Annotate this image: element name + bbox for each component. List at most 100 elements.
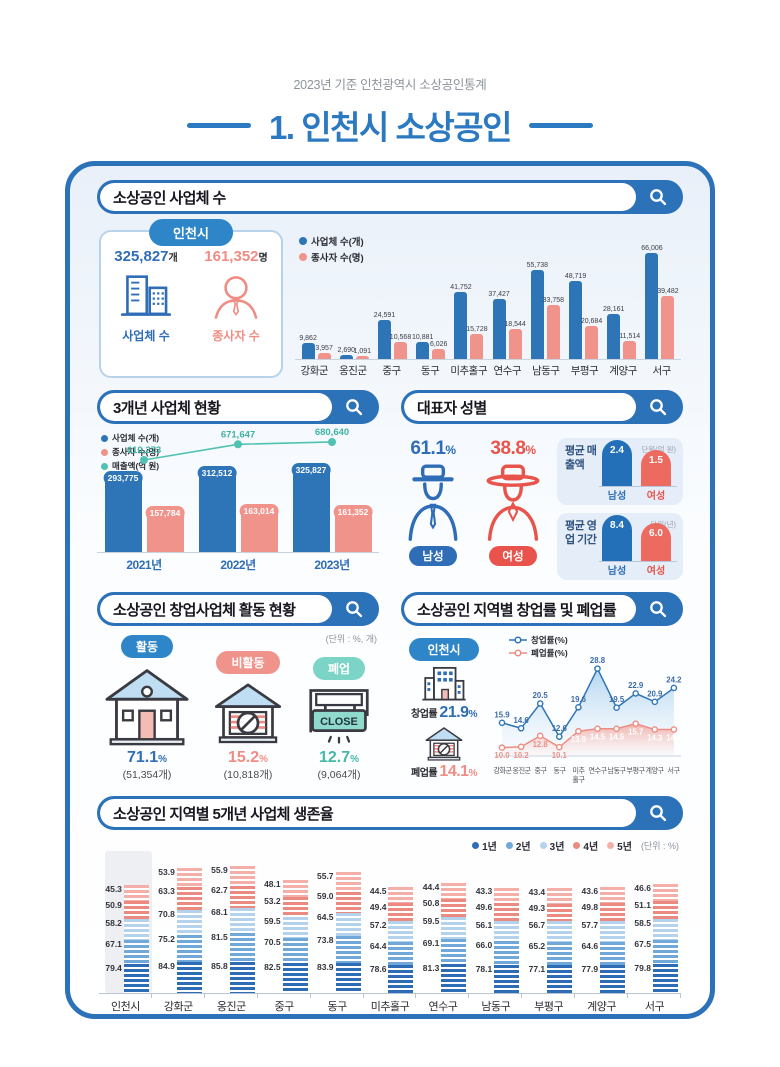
incheon-summary-card: 인천시 325,827개 — [99, 219, 283, 378]
legend-label: 매출액(억 원) — [112, 461, 160, 471]
survival-segment — [229, 885, 255, 909]
legend-label: 사업체 수(개) — [311, 237, 364, 248]
section-title: 소상공인 지역별 5개년 사업체 생존율 — [100, 799, 636, 827]
search-icon[interactable] — [636, 183, 680, 211]
section-title: 소상공인 창업사업체 활동 현황 — [100, 595, 332, 623]
legend-label: 종사자 수(명) — [112, 447, 160, 457]
bar-value-label: 9,862 — [299, 335, 317, 343]
bar-group: 24,591 10,568 — [373, 312, 411, 359]
magnifier-glyph — [650, 805, 667, 822]
point-label: 14.5 — [590, 733, 606, 742]
point-label: 12.8 — [533, 740, 549, 749]
bar-wrap: 15,728 — [466, 326, 488, 359]
bar — [530, 269, 544, 359]
male-figure: 61.1% 남성 — [402, 438, 464, 580]
survival-value-label: 55.7 — [316, 870, 334, 881]
x-axis-label: 계양구 — [609, 365, 637, 377]
bar-group: 66,006 39,482 — [641, 245, 679, 359]
survival-value-label: 49.4 — [369, 902, 387, 913]
survival-segment — [229, 962, 255, 993]
bar-group: 312,512 163,014 — [191, 466, 285, 552]
percent-sign: % — [350, 754, 360, 765]
survival-segment — [441, 938, 467, 964]
survival-segment — [600, 903, 626, 921]
search-icon[interactable] — [636, 799, 680, 827]
summary-columns: 325,827개 사업체 수 — [101, 232, 281, 376]
survival-segment — [335, 891, 361, 914]
bar-wrap: 11,514 — [619, 333, 640, 359]
survival-segment — [547, 941, 573, 966]
survival-segment — [282, 880, 308, 898]
bar-wrap: 20,684 — [581, 318, 602, 359]
survival-value-label: 43.4 — [528, 887, 546, 897]
incheon-badge: 인천시 — [149, 219, 233, 246]
bar-group: 325,827 161,352 — [285, 462, 379, 552]
point-label: 19.5 — [609, 695, 625, 704]
survival-value-label: 78.1 — [475, 963, 493, 974]
section-title: 소상공인 사업체 수 — [100, 183, 636, 211]
legend-dot-teal — [101, 462, 108, 470]
bar-wrap: 157,784 — [145, 505, 185, 552]
survival-value-label: 53.2 — [264, 896, 281, 907]
bar — [355, 356, 369, 359]
percent-sign: % — [259, 754, 269, 765]
open-close-body: 인천시 창업률 21.9% — [401, 635, 683, 784]
section-gender: 대표자 성별 61.1% — [401, 390, 683, 580]
bar-group: 37,427 18,544 — [488, 291, 526, 359]
page-subtitle: 2023년 기준 인천광역시 소상공인통계 — [293, 78, 487, 92]
data-point — [613, 704, 620, 711]
inactive-count: (10,818개) — [223, 769, 273, 781]
search-icon[interactable] — [636, 393, 680, 421]
bar-value-chip: 312,512 — [197, 466, 237, 481]
survival-value-label: 43.6 — [581, 886, 599, 897]
survival-segment — [441, 899, 467, 918]
bar-wrap: 163,014 — [239, 504, 279, 552]
bar — [661, 295, 675, 359]
legend-item: 5년 — [607, 838, 632, 853]
bar-value-label: 48,719 — [564, 272, 587, 280]
search-icon[interactable] — [332, 595, 376, 623]
section-activity: 소상공인 창업사업체 활동 현황 (단위 : %, 개) 활동 — [97, 592, 379, 784]
survival-segment — [441, 917, 467, 939]
legend-item: 종사자 수(명) — [101, 446, 159, 458]
survival-column: 79.4 67.1 58.2 50.9 45.3 — [99, 851, 152, 993]
female-bar: 6.0 — [641, 523, 671, 561]
survival-column: 78.6 64.4 57.2 49.4 44.5 — [364, 857, 417, 993]
survival-segment — [229, 908, 255, 933]
search-icon[interactable] — [332, 393, 376, 421]
survival-value-label: 48.1 — [264, 879, 281, 890]
section-header-business-count: 소상공인 사업체 수 — [97, 180, 683, 214]
legend-dot — [539, 842, 547, 849]
bar-value-label: 55,738 — [526, 261, 549, 269]
active-badge: 활동 — [120, 635, 174, 658]
male-badge: 남성 — [409, 546, 457, 566]
legend-dot-blue — [299, 237, 307, 245]
bar-value-label: 37,427 — [488, 290, 510, 298]
section-business-count: 소상공인 사업체 수 인천시 325,827개 — [97, 180, 683, 378]
bar — [569, 280, 583, 359]
x-axis-label: 부평구 — [522, 994, 576, 1014]
legend-label: 3년 — [549, 842, 565, 853]
bar — [492, 298, 506, 359]
survival-value-label: 79.4 — [105, 963, 122, 974]
data-point — [536, 700, 544, 707]
section-header-open-close: 소상공인 지역별 창업률 및 폐업률 — [401, 592, 683, 626]
survival-value-label: 81.3 — [422, 962, 440, 973]
x-axis-label: 계양구 — [575, 994, 628, 1014]
survival-value-label: 68.1 — [211, 907, 228, 918]
x-axis-label: 동구 — [420, 365, 440, 377]
bar-value-label: 24,591 — [373, 311, 396, 319]
businesses-label: 사업체 수 — [122, 329, 170, 343]
survival-value-label: 67.1 — [105, 939, 122, 950]
search-icon[interactable] — [636, 595, 680, 623]
survival-value-label: 70.8 — [158, 908, 175, 919]
chart-legend: 창업률(%) 폐업률(%) — [509, 634, 568, 660]
survival-value-label: 81.5 — [211, 931, 228, 942]
survival-segment — [123, 901, 149, 920]
survival-value-label: 77.1 — [528, 964, 546, 975]
x-axis-label: 연수구 — [588, 766, 607, 776]
survival-x-axis: 인천시 강화군 옹진군 중구 동구 미추홀구 연수구 남동구 부평구 계양구 서구 — [99, 993, 681, 1014]
active-percent: 71.1% — [127, 749, 167, 767]
bar-wrap: 48,719 — [565, 273, 586, 359]
survival-column: 85.8 81.5 68.1 62.7 55.9 — [205, 857, 258, 993]
